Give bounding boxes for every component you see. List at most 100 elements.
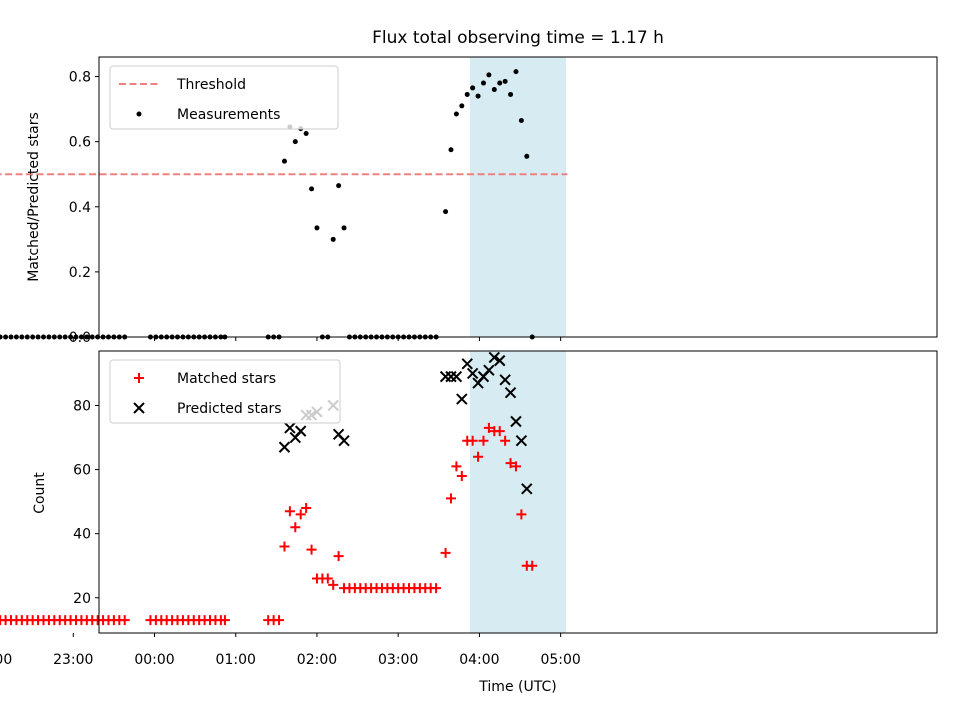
matched-star-point xyxy=(494,426,505,437)
predicted-star-point xyxy=(510,415,522,428)
measurement-point xyxy=(309,186,315,192)
measurement-point xyxy=(459,103,465,109)
y-tick-label: 40 xyxy=(73,527,91,543)
matched-star-point xyxy=(290,522,301,533)
matched-star-point xyxy=(119,615,130,626)
matched-star-point xyxy=(500,435,511,446)
measurement-point xyxy=(475,93,481,99)
legend-label: Measurements xyxy=(177,107,280,123)
measurement-point xyxy=(518,117,524,123)
measurement-point xyxy=(303,131,309,137)
matched-star-point xyxy=(510,461,521,472)
matched-star-point xyxy=(333,551,344,562)
measurement-point xyxy=(281,158,287,164)
y-tick-label: 0.8 xyxy=(69,70,91,86)
measurement-point xyxy=(0,334,3,340)
matched-star-point xyxy=(483,422,494,433)
predicted-star-point xyxy=(439,370,452,383)
shaded-span xyxy=(469,351,567,633)
predicted-star-point xyxy=(284,422,296,434)
matched-star-point xyxy=(478,435,489,446)
matched-star-point xyxy=(505,458,516,469)
matched-star-point xyxy=(527,560,538,571)
matched-star-point xyxy=(467,435,478,446)
measurement-point xyxy=(35,334,41,340)
predicted-star-point xyxy=(499,374,511,386)
measurement-point xyxy=(78,334,84,340)
matched-star-point xyxy=(440,547,451,558)
predicted-star-point xyxy=(295,425,307,437)
measurement-point xyxy=(40,334,46,340)
matched-star-point xyxy=(473,451,484,462)
measurement-point xyxy=(491,87,497,93)
predicted-star-point xyxy=(483,364,495,376)
measurement-point xyxy=(30,334,36,340)
axes-frame xyxy=(98,56,938,338)
measurement-point xyxy=(502,78,508,84)
measurement-point xyxy=(3,334,9,340)
matched-star-point xyxy=(279,541,290,552)
predicted-star-point xyxy=(445,370,457,383)
measurement-point xyxy=(486,72,492,78)
y-axis-label-bottom: Count xyxy=(32,472,48,514)
matched-star-point xyxy=(328,579,339,590)
measurement-point xyxy=(453,111,459,117)
predicted-star-point xyxy=(515,435,528,447)
y-axis-label-top: Matched/Predicted stars xyxy=(26,112,42,282)
x-tick-label: 04:00 xyxy=(459,652,499,668)
measurement-point xyxy=(8,334,14,340)
legend: Threshold Measurements xyxy=(109,65,339,130)
matched-star-point xyxy=(516,509,527,520)
matched-star-point xyxy=(456,470,467,481)
measurement-point xyxy=(448,147,454,153)
measurement-point xyxy=(57,334,63,340)
x-tick-label: 23:00 xyxy=(53,652,93,668)
measurement-point xyxy=(89,334,95,340)
x-axis: 20:0021:0022:0023:0000:0001:0002:0003:00… xyxy=(0,652,581,668)
measurement-point xyxy=(68,334,74,340)
measurement-point xyxy=(19,334,25,340)
predicted-star-point xyxy=(504,386,517,399)
measurement-point xyxy=(508,91,514,97)
measurement-point xyxy=(330,236,336,242)
x-tick-label: 22:00 xyxy=(0,652,12,668)
measurement-point xyxy=(24,334,30,340)
predicted-star-point xyxy=(461,358,473,370)
measurement-point xyxy=(497,80,503,86)
legend-box xyxy=(109,65,339,130)
x-tick-label: 03:00 xyxy=(378,652,418,668)
legend-swatch-predicted xyxy=(133,402,145,414)
legend-swatch-measurements xyxy=(136,111,142,117)
shaded-span xyxy=(469,57,567,337)
legend-swatch-matched xyxy=(134,373,144,383)
measurement-point xyxy=(341,225,347,231)
measurement-point xyxy=(470,85,476,91)
legend: Matched stars Predicted stars xyxy=(109,359,341,424)
legend-label: Matched stars xyxy=(177,371,276,387)
measurement-point xyxy=(46,334,52,340)
x-tick-label: 05:00 xyxy=(540,652,580,668)
predicted-star-point xyxy=(466,367,479,380)
matched-star-point xyxy=(301,503,312,514)
measurement-point xyxy=(443,209,449,215)
y-tick-label: 20 xyxy=(73,591,91,607)
matched-star-point xyxy=(219,615,230,626)
measurement-point xyxy=(513,69,519,75)
x-axis-label: Time (UTC) xyxy=(478,679,556,695)
y-tick-label: 0.0 xyxy=(69,330,91,346)
y-tick-label: 0.4 xyxy=(69,200,91,216)
x-tick-label: 01:00 xyxy=(216,652,256,668)
predicted-star-point xyxy=(450,370,463,383)
measurement-point xyxy=(13,334,19,340)
predicted-star-point xyxy=(488,351,501,364)
measurement-point xyxy=(314,225,320,231)
legend-label: Predicted stars xyxy=(177,401,282,417)
measurement-point xyxy=(62,334,68,340)
legend-box xyxy=(109,359,341,424)
measurement-point xyxy=(464,91,470,97)
measurement-point xyxy=(73,334,79,340)
legend-label: Threshold xyxy=(176,77,246,93)
bottom-panel: 20 40 60 80 Matched stars Predicted stars xyxy=(0,350,938,637)
x-tick-label: 02:00 xyxy=(297,652,337,668)
